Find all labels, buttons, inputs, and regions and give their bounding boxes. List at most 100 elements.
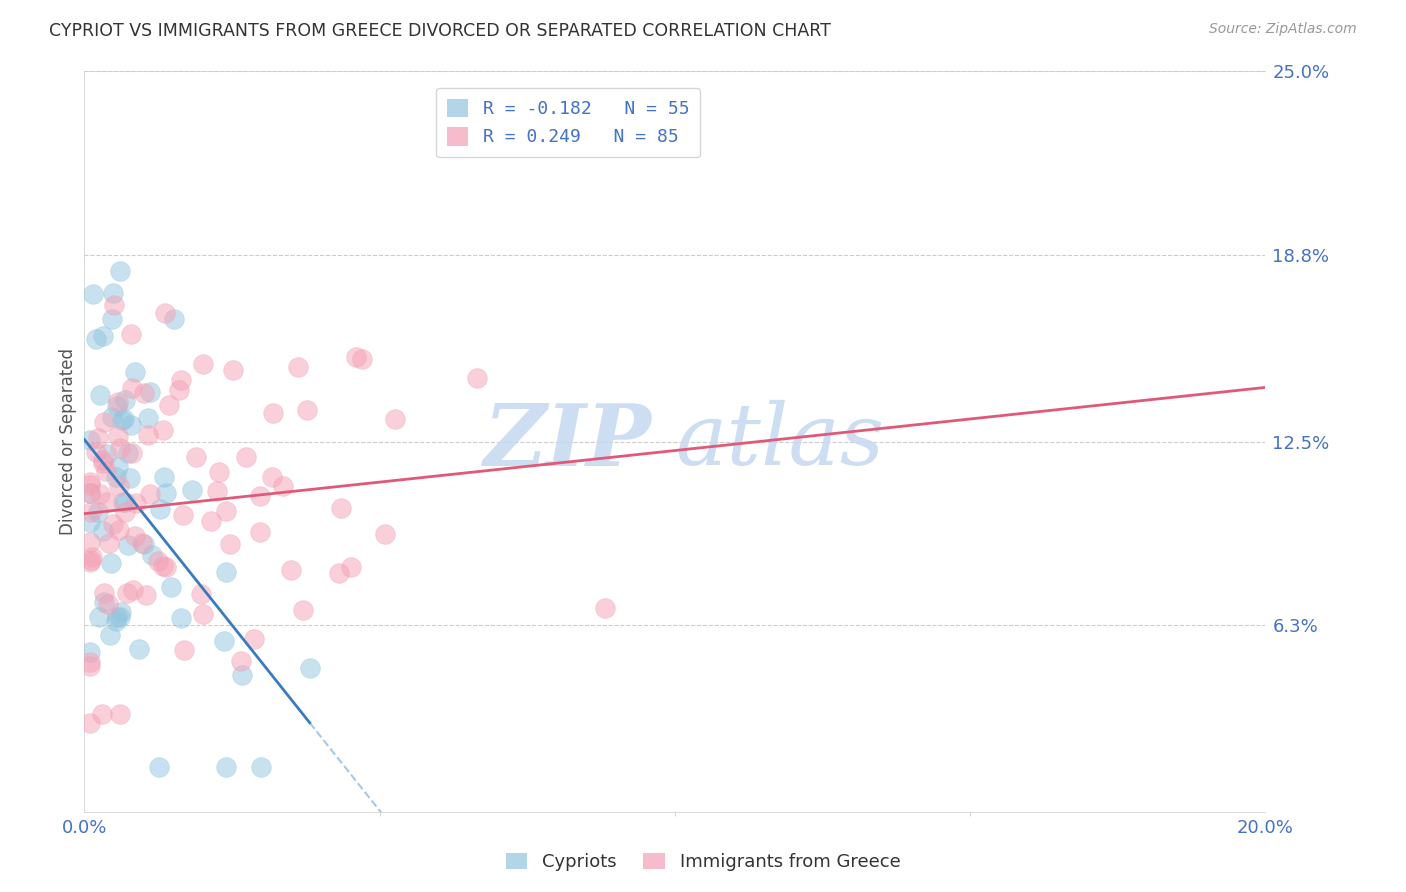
Point — [152, 423, 174, 437]
Point — [280, 564, 302, 578]
Point — [205, 483, 228, 498]
Legend: Cypriots, Immigrants from Greece: Cypriots, Immigrants from Greece — [499, 846, 907, 879]
Point — [190, 587, 212, 601]
Point — [350, 351, 373, 366]
Point — [111, 495, 134, 509]
Point — [200, 514, 222, 528]
Point — [292, 603, 315, 617]
Text: Source: ZipAtlas.com: Source: ZipAtlas.com — [1209, 22, 1357, 37]
Point — [155, 306, 177, 320]
Point — [124, 529, 146, 543]
Point — [114, 392, 136, 407]
Point — [121, 381, 143, 395]
Point — [79, 477, 101, 491]
Point — [79, 486, 101, 500]
Point — [295, 402, 318, 417]
Point — [96, 447, 118, 461]
Point — [191, 607, 214, 621]
Point — [184, 450, 207, 464]
Point — [157, 398, 180, 412]
Point — [169, 373, 191, 387]
Point — [114, 505, 136, 519]
Point — [180, 483, 202, 497]
Point — [97, 597, 120, 611]
Point — [94, 464, 117, 478]
Point — [100, 556, 122, 570]
Point — [96, 495, 118, 509]
Point — [340, 560, 363, 574]
Point — [107, 429, 129, 443]
Point — [249, 524, 271, 539]
Point — [79, 645, 101, 659]
Point — [87, 505, 110, 519]
Point — [148, 760, 170, 774]
Point — [120, 326, 142, 341]
Point — [117, 538, 139, 552]
Point — [112, 412, 135, 426]
Point — [117, 446, 139, 460]
Text: CYPRIOT VS IMMIGRANTS FROM GREECE DIVORCED OR SEPARATED CORRELATION CHART: CYPRIOT VS IMMIGRANTS FROM GREECE DIVORC… — [49, 22, 831, 40]
Point — [344, 350, 367, 364]
Point — [148, 554, 170, 568]
Point — [79, 655, 101, 669]
Point — [159, 580, 181, 594]
Point — [287, 360, 309, 375]
Point — [136, 411, 159, 425]
Point — [215, 760, 238, 774]
Point — [86, 445, 108, 459]
Point — [91, 329, 114, 343]
Point — [93, 586, 115, 600]
Point — [163, 312, 186, 326]
Point — [108, 609, 131, 624]
Point — [114, 495, 136, 509]
Point — [298, 661, 321, 675]
Point — [98, 628, 121, 642]
Point — [221, 363, 243, 377]
Point — [110, 413, 132, 427]
Point — [80, 505, 103, 519]
Point — [110, 605, 132, 619]
Point — [100, 409, 122, 424]
Point — [79, 515, 101, 529]
Point — [249, 489, 271, 503]
Point — [101, 286, 124, 301]
Point — [87, 609, 110, 624]
Point — [250, 760, 273, 774]
Point — [79, 555, 101, 569]
Point — [87, 432, 110, 446]
Point — [135, 588, 157, 602]
Point — [465, 371, 488, 385]
Point — [124, 496, 146, 510]
Point — [374, 527, 396, 541]
Point — [79, 434, 101, 448]
Point — [231, 668, 253, 682]
Point — [107, 395, 129, 409]
Point — [90, 706, 112, 721]
Point — [593, 601, 616, 615]
Point — [115, 586, 138, 600]
Point — [243, 632, 266, 646]
Point — [105, 610, 128, 624]
Point — [97, 536, 120, 550]
Text: atlas: atlas — [675, 401, 884, 483]
Point — [79, 475, 101, 489]
Point — [93, 595, 115, 609]
Point — [330, 500, 353, 515]
Point — [93, 524, 115, 539]
Point — [132, 537, 155, 551]
Point — [118, 471, 141, 485]
Point — [79, 535, 101, 549]
Point — [215, 565, 238, 579]
Point — [107, 524, 129, 538]
Point — [101, 516, 124, 531]
Point — [235, 450, 257, 464]
Point — [262, 406, 284, 420]
Point — [120, 417, 142, 432]
Point — [138, 487, 160, 501]
Point — [79, 486, 101, 500]
Point — [169, 611, 191, 625]
Point — [132, 386, 155, 401]
Point — [110, 706, 132, 721]
Point — [93, 456, 115, 470]
Point — [89, 388, 111, 402]
